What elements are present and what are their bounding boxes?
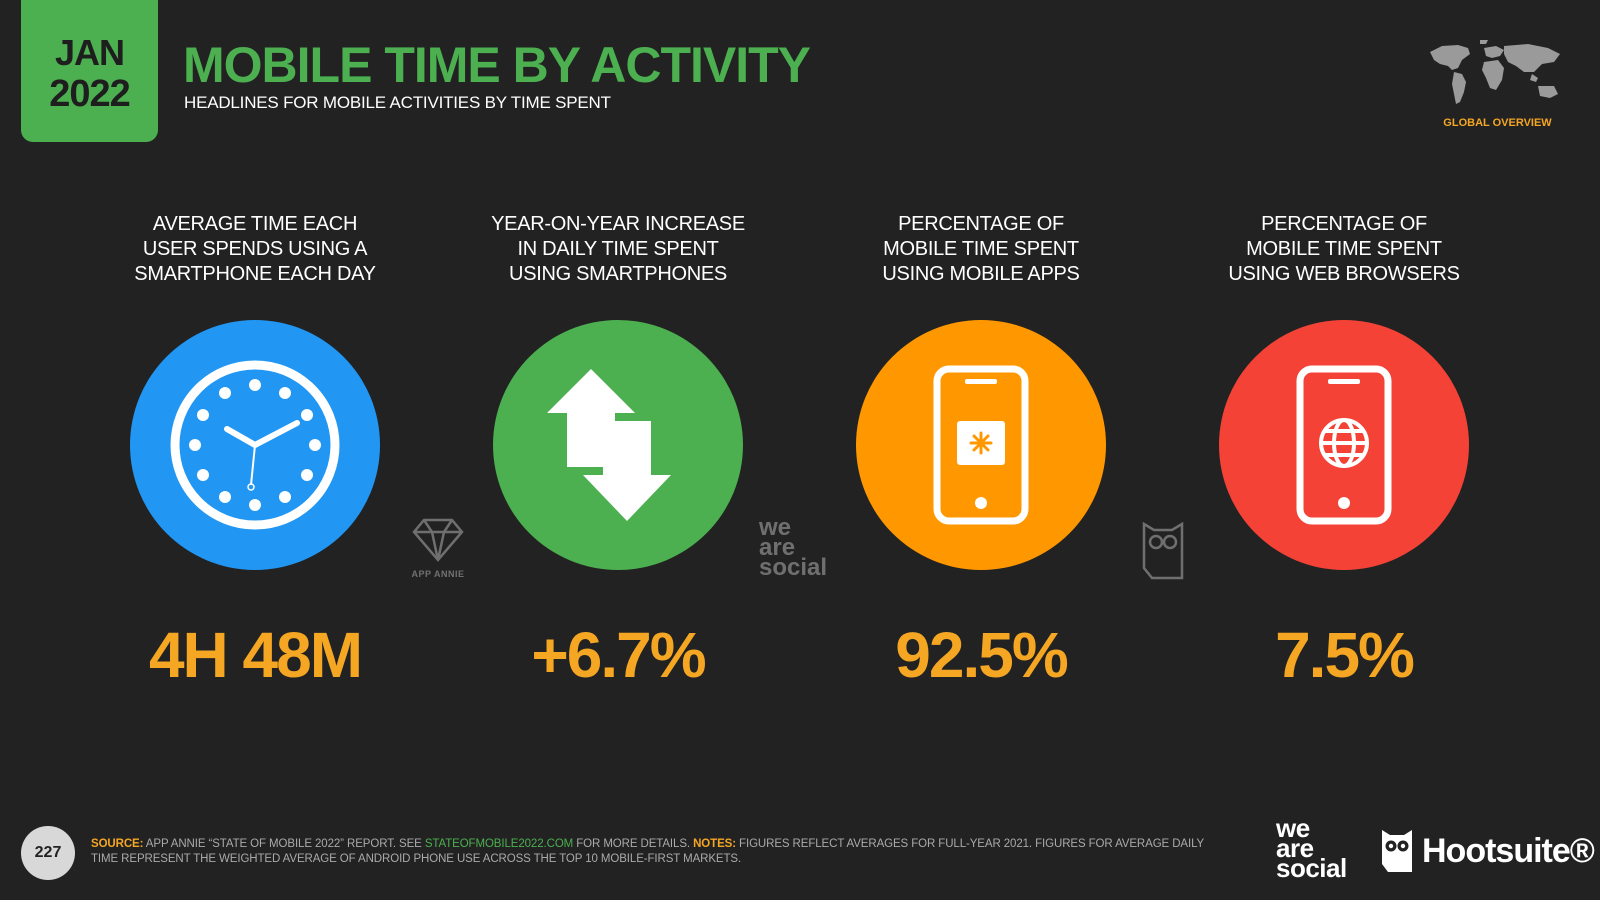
region-label: GLOBAL OVERVIEW [1443, 117, 1552, 129]
app-annie-watermark: APP ANNIE [405, 518, 471, 579]
date-badge: JAN 2022 [21, 0, 158, 142]
smartphone-globe-icon [1219, 320, 1469, 570]
page-title: MOBILE TIME BY ACTIVITY [183, 37, 811, 93]
page-number: 227 [21, 826, 75, 880]
hootsuite-owl-icon [1382, 830, 1412, 872]
diamond-icon [412, 518, 464, 562]
we-are-social-watermark: we are social [759, 514, 828, 581]
date-month: JAN [54, 32, 125, 73]
stat-label: YEAR-ON-YEAR INCREASE IN DAILY TIME SPENT… [491, 213, 745, 285]
smartphone-app-icon [856, 320, 1106, 570]
stat-value: 4H 48M [148, 619, 363, 691]
we-are-social-logo: we are social [1276, 813, 1347, 883]
stat-label: PERCENTAGE OF MOBILE TIME SPENT USING MOBI… [882, 213, 1080, 285]
clock-icon [130, 320, 380, 570]
stat-value: 92.5% [895, 619, 1068, 691]
footer-source-notes: SOURCE: APP ANNIE “STATE OF MOBILE 2022”… [91, 838, 1204, 865]
world-map-icon [1430, 40, 1560, 104]
stat-value: 7.5% [1275, 619, 1415, 691]
hootsuite-logo: Hootsuite® [1380, 828, 1595, 874]
stat-label: AVERAGE TIME EACH USER SPENDS USING A SMAR… [134, 213, 376, 285]
stat-value: +6.7% [531, 619, 706, 691]
date-year: 2022 [49, 73, 131, 115]
hootsuite-owl-watermark [1142, 520, 1184, 585]
page-subtitle: HEADLINES FOR MOBILE ACTIVITIES BY TIME … [184, 93, 611, 112]
stat-label: PERCENTAGE OF MOBILE TIME SPENT USING WEB … [1228, 213, 1460, 285]
source-link[interactable]: STATEOFMOBILE2022.COM [424, 838, 574, 850]
up-down-arrows-icon [493, 320, 743, 570]
